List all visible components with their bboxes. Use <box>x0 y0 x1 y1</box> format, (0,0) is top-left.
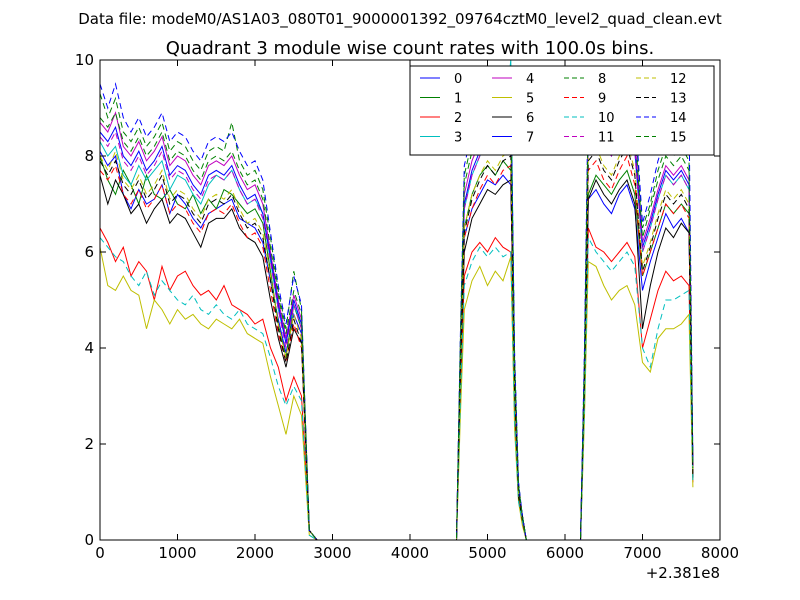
legend-label-12: 12 <box>670 72 687 87</box>
legend-label-1: 1 <box>454 92 462 107</box>
y-tick-label: 0 <box>84 531 94 549</box>
legend-label-6: 6 <box>526 111 534 126</box>
series-line-10 <box>99 235 694 541</box>
series-line-1 <box>99 155 694 541</box>
series-line-5 <box>99 247 694 541</box>
series-line-15 <box>99 97 694 541</box>
data-file-title: Data file: modeM0/AS1A03_080T01_90000013… <box>78 10 722 29</box>
series-line-4 <box>99 106 694 541</box>
series-line-9 <box>99 154 694 541</box>
legend-label-13: 13 <box>670 92 687 107</box>
series-line-0 <box>99 150 694 541</box>
y-tick-label: 8 <box>84 147 94 165</box>
legend-label-7: 7 <box>526 131 534 146</box>
y-tick-labels: 0 2 4 6 8 10 <box>75 51 94 549</box>
series-line-8 <box>99 87 694 541</box>
x-tick-label: 5000 <box>468 544 506 562</box>
legend-label-0: 0 <box>454 72 462 87</box>
legend-label-3: 3 <box>454 131 462 146</box>
x-tick-label: 1000 <box>158 544 196 562</box>
legend-label-2: 2 <box>454 111 462 126</box>
chart-title: Quadrant 3 module wise count rates with … <box>166 38 655 59</box>
legend-label-10: 10 <box>598 111 615 126</box>
x-tick-label: 4000 <box>391 544 429 562</box>
x-tick-label: 2000 <box>236 544 274 562</box>
x-tick-label: 0 <box>95 544 105 562</box>
axis-ticks <box>99 59 721 541</box>
y-tick-label: 6 <box>84 243 94 261</box>
legend-label-4: 4 <box>526 72 534 87</box>
y-tick-label: 4 <box>84 339 94 357</box>
legend-label-11: 11 <box>598 131 615 146</box>
x-tick-labels: 0 1000 2000 3000 4000 5000 6000 7000 8000 <box>95 544 739 562</box>
legend-label-8: 8 <box>598 72 606 87</box>
series-line-13 <box>99 145 694 541</box>
y-tick-label: 10 <box>75 51 94 69</box>
legend-label-5: 5 <box>526 92 534 107</box>
x-tick-label: 6000 <box>546 544 584 562</box>
x-tick-label: 3000 <box>313 544 351 562</box>
y-tick-label: 2 <box>84 435 94 453</box>
series-line-12 <box>99 140 694 541</box>
legend-label-15: 15 <box>670 131 687 146</box>
legend-label-14: 14 <box>670 111 687 126</box>
series-line-6 <box>99 175 694 541</box>
legend-box <box>409 65 715 156</box>
legend-label-9: 9 <box>598 92 606 107</box>
x-offset-label: +2.381e8 <box>646 564 720 582</box>
x-tick-label: 8000 <box>701 544 739 562</box>
series-line-2 <box>99 227 694 541</box>
x-tick-label: 7000 <box>623 544 661 562</box>
